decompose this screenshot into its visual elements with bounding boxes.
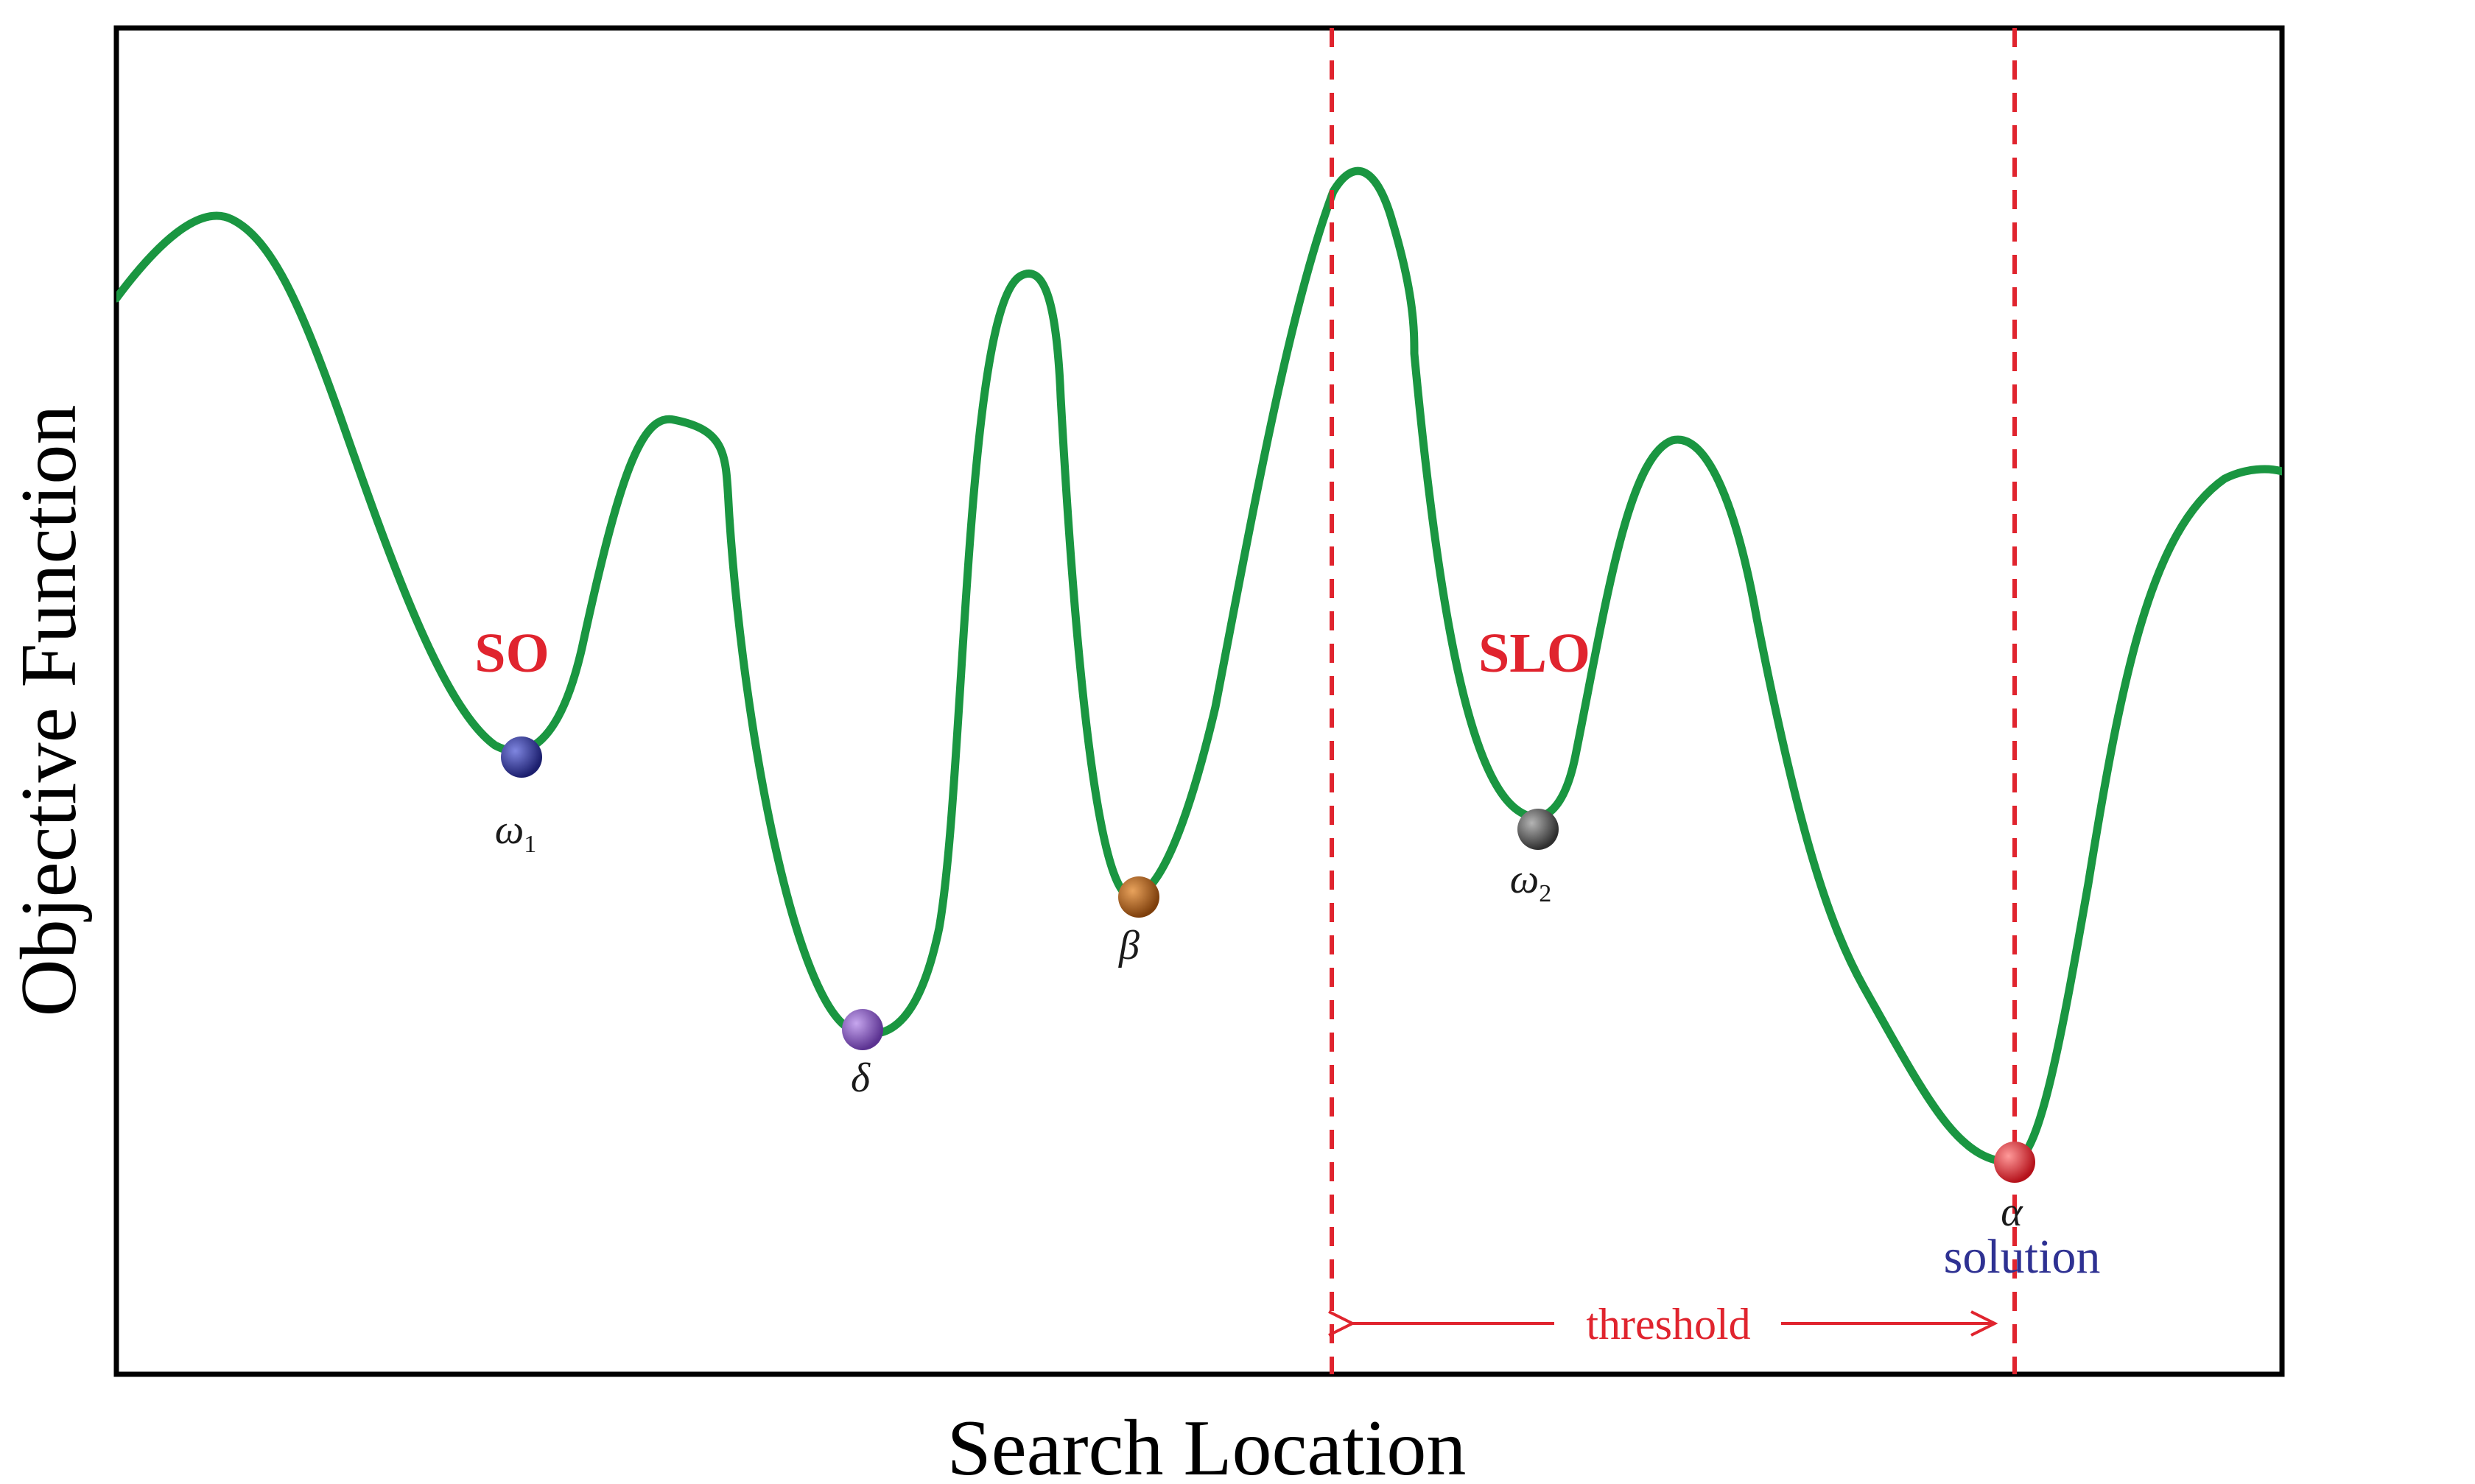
omega1-label: ω1 xyxy=(495,807,537,858)
x-axis-title: Search Location xyxy=(947,1404,1467,1484)
omega2-point xyxy=(1517,809,1559,850)
plot-frame xyxy=(113,25,2285,1377)
omega2-symbol: ω xyxy=(1510,857,1540,902)
y-axis-title: Objective Function xyxy=(5,405,93,1017)
omega2-label: ω2 xyxy=(1510,857,1552,907)
slo-region-label: SLO xyxy=(1478,622,1590,684)
alpha-point xyxy=(1994,1142,2035,1183)
beta-label: β xyxy=(1118,923,1140,968)
omega1-point xyxy=(501,736,542,778)
delta-label: δ xyxy=(851,1055,871,1101)
beta-point xyxy=(1118,876,1159,918)
objective-curve xyxy=(116,166,2282,1167)
alpha-label: α xyxy=(2001,1189,2023,1235)
delta-point xyxy=(842,1009,883,1050)
omega1-subscript: 1 xyxy=(524,831,536,858)
so-region-label: SO xyxy=(474,622,549,684)
solution-label: solution xyxy=(1944,1230,2101,1284)
omega2-subscript: 2 xyxy=(1539,880,1551,907)
omega1-symbol: ω xyxy=(495,807,524,853)
threshold-label: threshold xyxy=(1586,1300,1750,1348)
